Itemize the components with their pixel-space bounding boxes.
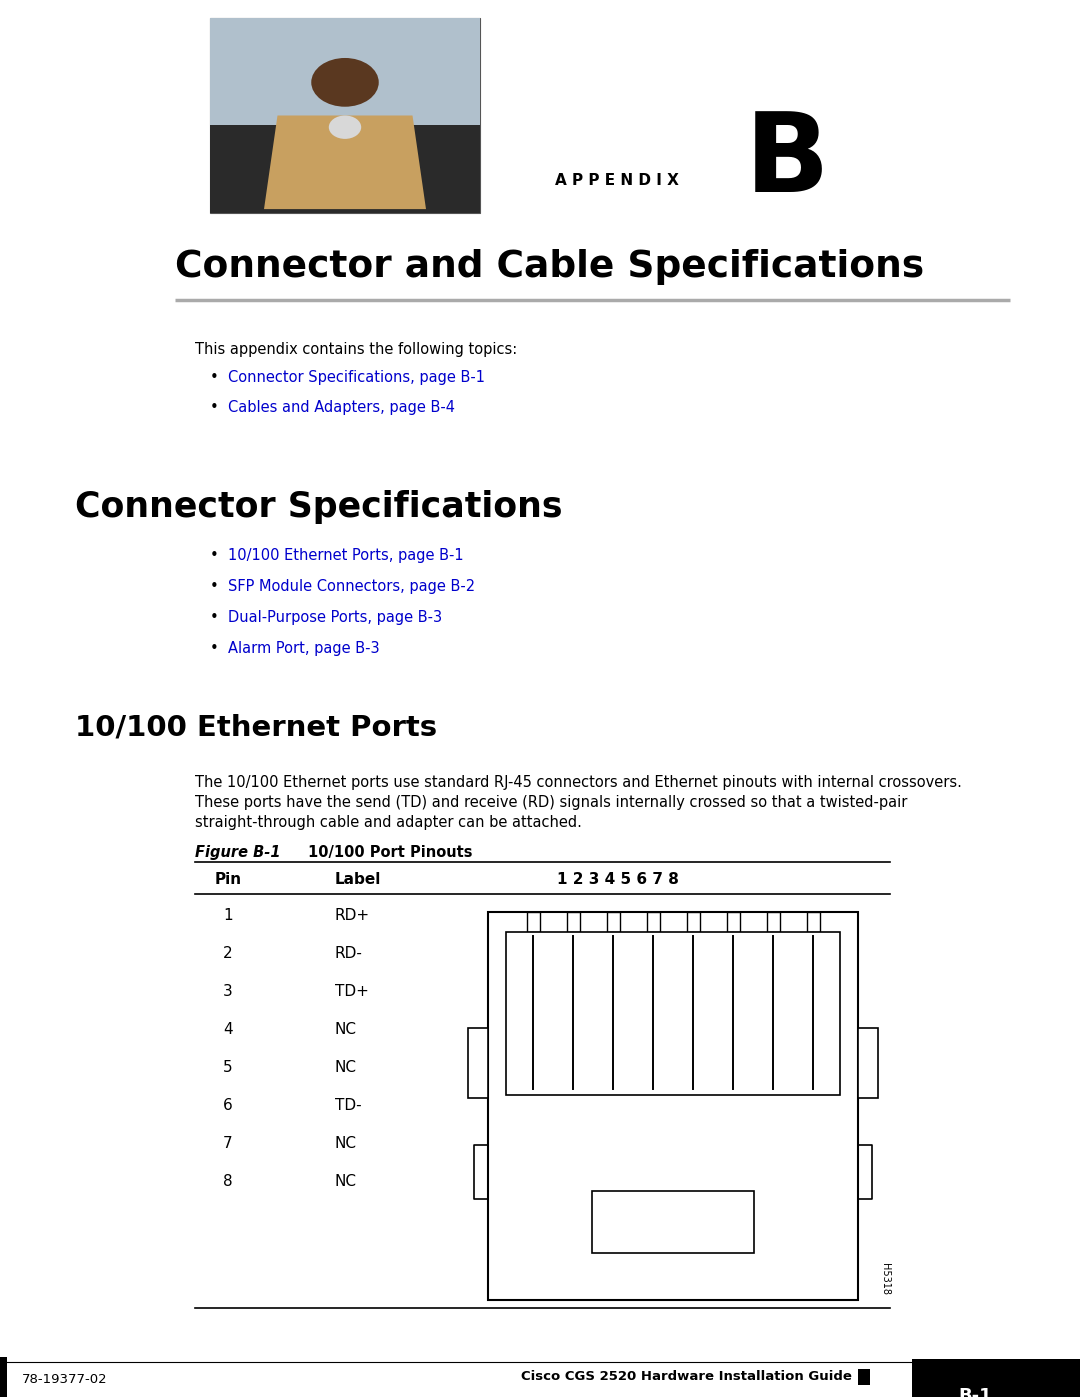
Bar [0,1356,6,1397]
Text: 3: 3 [224,983,233,999]
Text: These ports have the send (TD) and receive (RD) signals internally crossed so th: These ports have the send (TD) and recei… [195,795,907,810]
Text: 6: 6 [224,1098,233,1113]
Text: 10/100 Port Pinouts: 10/100 Port Pinouts [308,845,473,861]
Text: 5: 5 [224,1060,233,1076]
Text: Cables and Adapters, page B-4: Cables and Adapters, page B-4 [228,400,455,415]
Text: Connector and Cable Specifications: Connector and Cable Specifications [175,249,924,285]
Bar [567,912,580,932]
Polygon shape [858,1028,878,1098]
Bar [807,912,820,932]
Text: NC: NC [335,1136,357,1151]
Bar [488,912,858,1301]
Bar [527,912,540,932]
Text: Cisco CGS 2520 Hardware Installation Guide: Cisco CGS 2520 Hardware Installation Gui… [522,1370,852,1383]
Text: The 10/100 Ethernet ports use standard RJ-45 connectors and Ethernet pinouts wit: The 10/100 Ethernet ports use standard R… [195,775,962,789]
Text: Figure B-1: Figure B-1 [195,845,281,861]
Text: 10/100 Ethernet Ports: 10/100 Ethernet Ports [75,714,437,742]
Text: NC: NC [335,1173,357,1189]
Text: TD-: TD- [335,1098,362,1113]
Bar [912,1359,1080,1397]
Text: Connector Specifications, page B-1: Connector Specifications, page B-1 [228,370,485,386]
Text: 4: 4 [224,1023,233,1037]
Text: •: • [210,370,219,386]
Bar [607,912,620,932]
Ellipse shape [311,57,379,106]
Text: Pin: Pin [215,872,242,887]
Ellipse shape [328,116,361,138]
Bar [687,912,700,932]
Bar [210,126,480,212]
Text: RD-: RD- [335,946,363,961]
Text: Alarm Port, page B-3: Alarm Port, page B-3 [228,641,380,657]
Text: TD+: TD+ [335,983,369,999]
Bar [727,912,740,932]
Text: Label: Label [335,872,381,887]
Text: B: B [745,108,829,215]
Text: RD+: RD+ [335,908,370,923]
Bar [210,18,480,126]
Text: NC: NC [335,1023,357,1037]
Bar [647,912,660,932]
Text: •: • [210,548,219,563]
Text: •: • [210,400,219,415]
Bar [210,18,480,212]
Text: Dual-Purpose Ports, page B-3: Dual-Purpose Ports, page B-3 [228,610,442,624]
Text: 10/100 Ethernet Ports, page B-1: 10/100 Ethernet Ports, page B-1 [228,548,463,563]
Bar [767,912,780,932]
Polygon shape [264,116,426,210]
Text: 1: 1 [224,908,233,923]
Text: A P P E N D I X: A P P E N D I X [555,173,679,189]
Bar [507,932,840,1095]
Text: This appendix contains the following topics:: This appendix contains the following top… [195,342,517,358]
Polygon shape [468,1028,488,1098]
Text: 7: 7 [224,1136,233,1151]
Text: Connector Specifications: Connector Specifications [75,490,563,524]
Text: SFP Module Connectors, page B-2: SFP Module Connectors, page B-2 [228,578,475,594]
Text: NC: NC [335,1060,357,1076]
Text: •: • [210,610,219,624]
Text: 8: 8 [224,1173,233,1189]
Text: •: • [210,578,219,594]
Text: 1 2 3 4 5 6 7 8: 1 2 3 4 5 6 7 8 [557,872,679,887]
Text: straight-through cable and adapter can be attached.: straight-through cable and adapter can b… [195,814,582,830]
Bar [592,1192,755,1253]
Text: •: • [210,641,219,657]
Text: 2: 2 [224,946,233,961]
Bar [858,1369,870,1384]
Text: H5318: H5318 [880,1263,890,1295]
Text: 78-19377-02: 78-19377-02 [22,1373,108,1386]
Text: B-1: B-1 [958,1387,991,1397]
